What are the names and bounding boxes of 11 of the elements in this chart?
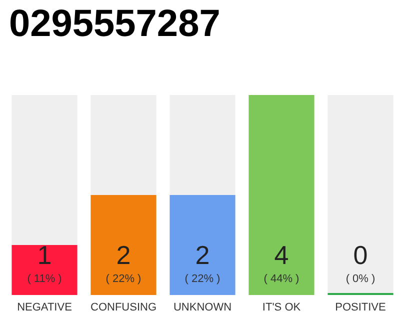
x-tick-label: NEGATIVE [17,302,72,314]
data-label: 2 ( 22% ) [106,240,142,285]
x-tick-label: CONFUSING [90,302,156,314]
x-tick-label: POSITIVE [335,302,386,314]
data-label: 2 ( 22% ) [184,240,220,285]
data-label: 1 ( 11% ) [27,240,62,285]
chart-title: 0295557287 [9,3,220,45]
data-label: 0 ( 0% ) [346,240,376,285]
data-label: 4 ( 44% ) [264,240,300,285]
x-tick-label: UNKNOWN [173,302,232,314]
x-tick-label: IT'S OK [262,302,302,314]
